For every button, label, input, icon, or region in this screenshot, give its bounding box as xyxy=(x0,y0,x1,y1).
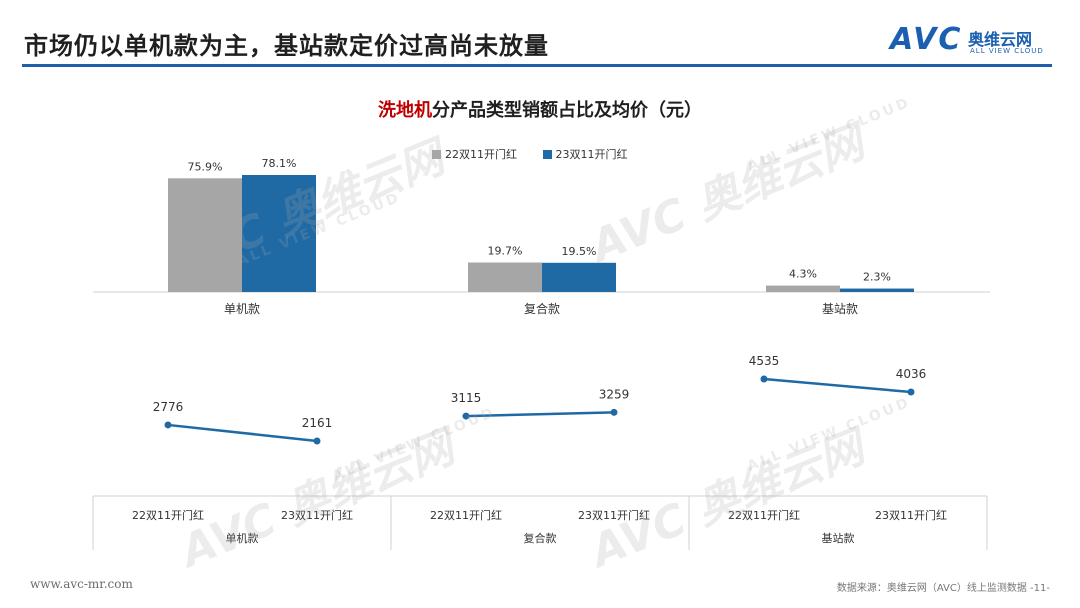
table-period-label-2-1: 23双11开门红 xyxy=(875,508,947,522)
bar-category-label-0: 单机款 xyxy=(224,302,260,316)
table-period-label-0-1: 23双11开门红 xyxy=(281,508,353,522)
bar-label-0-1: 78.1% xyxy=(262,157,297,170)
price-label-2-0: 4535 xyxy=(749,354,780,368)
legend-item-23: 23双11开门红 xyxy=(542,146,628,162)
legend-label-23: 23双11开门红 xyxy=(555,148,628,161)
bar-2-1 xyxy=(840,288,914,292)
bar-category-label-2: 基站款 xyxy=(822,302,858,316)
chart-title-highlight: 洗地机 xyxy=(378,100,432,121)
table-period-label-1-0: 22双11开门红 xyxy=(430,508,502,522)
page-title: 市场仍以单机款为主，基站款定价过高尚未放量 xyxy=(24,32,549,60)
legend-swatch-23 xyxy=(542,149,552,159)
bar-label-2-1: 2.3% xyxy=(863,271,891,284)
price-line-0 xyxy=(167,423,318,443)
price-point-1-0 xyxy=(462,412,470,420)
bar-2-0 xyxy=(766,285,840,292)
footer-source: 数据来源：奥维云网（AVC）线上监测数据 -11- xyxy=(836,583,1050,594)
price-line-1 xyxy=(465,411,615,418)
bar-label-2-0: 4.3% xyxy=(789,268,817,281)
logo-avc-text: AVC xyxy=(890,22,963,57)
price-label-1-1: 3259 xyxy=(599,387,630,401)
table-period-label-2-0: 22双11开门红 xyxy=(728,508,800,522)
table-period-label-0-0: 22双11开门红 xyxy=(132,508,204,522)
chart-title-rest: 分产品类型销额占比及均价（元） xyxy=(432,100,702,121)
bar-label-1-1: 19.5% xyxy=(562,245,597,258)
price-point-2-0 xyxy=(760,375,768,383)
chart-legend: 22双11开门红 23双11开门红 xyxy=(432,146,650,162)
legend-swatch-22 xyxy=(432,149,441,159)
bar-1-1 xyxy=(542,262,616,292)
bar-1-0 xyxy=(468,262,542,292)
avc-logo: AVC 奥维云网 ALL VIEW CLOUD xyxy=(890,22,1055,62)
table-category-label-0: 单机款 xyxy=(226,531,259,545)
logo-en-text: ALL VIEW CLOUD xyxy=(970,47,1044,55)
chart-title: 洗地机分产品类型销额占比及均价（元） xyxy=(0,96,1080,122)
bar-label-0-0: 75.9% xyxy=(188,160,223,173)
price-point-1-1 xyxy=(610,408,618,416)
table-category-label-2: 基站款 xyxy=(822,531,855,545)
price-label-0-1: 2161 xyxy=(302,416,333,430)
price-label-2-1: 4036 xyxy=(896,367,927,381)
bar-0-1 xyxy=(242,175,316,292)
bar-category-label-1: 复合款 xyxy=(524,301,560,316)
bar-0-0 xyxy=(168,178,242,292)
logo-cn-text: 奥维云网 xyxy=(968,30,1033,49)
table-category-label-1: 复合款 xyxy=(524,531,557,545)
table-period-label-1-1: 23双11开门红 xyxy=(578,508,650,522)
price-label-0-0: 2776 xyxy=(153,400,184,414)
price-point-0-1 xyxy=(313,437,321,445)
price-point-0-0 xyxy=(164,421,172,429)
bar-label-1-0: 19.7% xyxy=(488,244,523,257)
legend-label-22: 22双11开门红 xyxy=(445,148,517,161)
price-line-2 xyxy=(763,377,912,394)
price-label-1-0: 3115 xyxy=(451,391,482,405)
header-rule xyxy=(22,64,1052,67)
footer-url[interactable]: www.avc-mr.com xyxy=(30,577,133,591)
legend-item-22: 22双11开门红 xyxy=(432,146,517,162)
price-point-2-1 xyxy=(907,388,915,396)
